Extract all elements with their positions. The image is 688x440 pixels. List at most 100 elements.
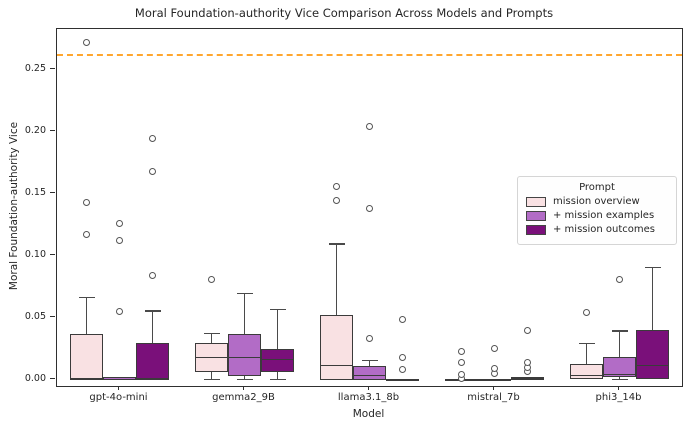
whisker-upper bbox=[368, 359, 371, 367]
whisker-cap-lower bbox=[611, 378, 628, 381]
box-mission-overview bbox=[320, 315, 353, 380]
median-line bbox=[320, 365, 353, 367]
y-tick-label: 0.05 bbox=[24, 310, 46, 322]
outlier-point bbox=[83, 39, 90, 47]
whisker-cap-upper bbox=[644, 267, 661, 269]
whisker-cap-lower bbox=[203, 378, 220, 381]
y-tick bbox=[50, 192, 55, 194]
whisker-lower bbox=[210, 372, 213, 380]
outlier-point bbox=[116, 308, 123, 316]
box--mission-outcomes bbox=[136, 342, 169, 380]
median-line bbox=[136, 377, 169, 379]
y-axis-label: Moral Foundation-authority Vice bbox=[8, 121, 20, 291]
outlier-point bbox=[333, 182, 340, 190]
box--mission-outcomes bbox=[636, 330, 669, 379]
legend: Prompt mission overview + mission exampl… bbox=[517, 176, 677, 245]
whisker-upper bbox=[210, 332, 213, 343]
box-mission-overview bbox=[570, 363, 603, 379]
outlier-point bbox=[616, 275, 623, 283]
whisker-upper bbox=[618, 330, 621, 358]
outlier-point bbox=[149, 168, 156, 176]
whisker-cap-upper bbox=[144, 310, 161, 312]
whisker-lower bbox=[276, 372, 279, 380]
outlier-point bbox=[458, 347, 465, 355]
whisker-upper bbox=[335, 243, 338, 316]
legend-item-mission-overview: mission overview bbox=[526, 196, 668, 207]
outlier-point bbox=[458, 371, 465, 379]
x-tick bbox=[118, 386, 119, 390]
legend-label-mission-overview: mission overview bbox=[553, 196, 640, 207]
x-tick-label: gpt-4o-mini bbox=[89, 392, 148, 403]
whisker-cap-upper bbox=[361, 359, 378, 362]
whisker-cap-lower bbox=[236, 378, 253, 381]
legend-item-mission-outcomes: + mission outcomes bbox=[526, 224, 668, 235]
legend-swatch-mission-overview bbox=[526, 196, 546, 207]
x-tick bbox=[618, 386, 619, 390]
y-tick bbox=[50, 130, 55, 132]
outlier-point bbox=[366, 335, 373, 343]
whisker-upper bbox=[85, 296, 88, 334]
outlier-point bbox=[491, 365, 498, 373]
x-axis-label: Model bbox=[352, 408, 385, 420]
outlier-point bbox=[491, 345, 498, 353]
outlier-point bbox=[458, 358, 465, 366]
whisker-upper bbox=[276, 309, 279, 349]
whisker-cap-lower bbox=[269, 378, 286, 381]
median-line bbox=[478, 379, 511, 381]
outlier-point bbox=[524, 326, 531, 334]
box--mission-outcomes bbox=[261, 348, 294, 373]
legend-swatch-mission-examples bbox=[526, 210, 546, 221]
y-tick-label: 0.25 bbox=[24, 62, 46, 74]
y-tick-label: 0.10 bbox=[24, 248, 46, 260]
y-tick bbox=[50, 254, 55, 256]
x-tick bbox=[243, 386, 244, 390]
outlier-point bbox=[208, 275, 215, 283]
whisker-cap-upper bbox=[578, 342, 595, 344]
outlier-point bbox=[366, 205, 373, 213]
y-tick-label: 0.15 bbox=[24, 186, 46, 198]
x-tick-label: gemma2_9B bbox=[212, 392, 275, 403]
box-mission-overview bbox=[70, 333, 103, 380]
outlier-point bbox=[83, 199, 90, 207]
median-line bbox=[511, 377, 544, 379]
whisker-cap-upper bbox=[78, 296, 95, 299]
box--mission-examples bbox=[228, 333, 261, 377]
legend-label-mission-examples: + mission examples bbox=[553, 210, 655, 221]
legend-swatch-mission-outcomes bbox=[526, 224, 546, 235]
whisker-upper bbox=[151, 310, 154, 343]
whisker-upper bbox=[651, 267, 654, 331]
outlier-point bbox=[116, 237, 123, 245]
outlier-point bbox=[333, 196, 340, 204]
whisker-cap-upper bbox=[328, 243, 345, 245]
outlier-point bbox=[116, 220, 123, 228]
median-line bbox=[636, 365, 669, 367]
y-tick-label: 0.20 bbox=[24, 124, 46, 136]
outlier-point bbox=[524, 358, 531, 366]
box--mission-examples bbox=[353, 366, 386, 380]
chart-title: Moral Foundation-authority Vice Comparis… bbox=[134, 6, 554, 20]
whisker-lower bbox=[243, 376, 246, 380]
median-line bbox=[603, 374, 636, 376]
median-line bbox=[195, 356, 228, 358]
whisker-cap-upper bbox=[203, 332, 220, 334]
x-tick bbox=[493, 386, 494, 390]
whisker-cap-upper bbox=[611, 330, 628, 332]
y-tick bbox=[50, 316, 55, 318]
legend-title: Prompt bbox=[579, 182, 615, 193]
y-tick bbox=[50, 68, 55, 70]
x-tick-label: mistral_7b bbox=[467, 392, 520, 403]
median-line bbox=[353, 375, 386, 377]
outlier-point bbox=[149, 272, 156, 280]
outlier-point bbox=[399, 315, 406, 323]
reference-line bbox=[57, 54, 682, 57]
whisker-cap-upper bbox=[236, 293, 253, 295]
legend-item-mission-examples: + mission examples bbox=[526, 210, 668, 221]
median-line bbox=[103, 379, 136, 381]
outlier-point bbox=[366, 123, 373, 131]
outlier-point bbox=[149, 134, 156, 142]
outlier-point bbox=[399, 353, 406, 361]
whisker-upper bbox=[585, 342, 588, 364]
legend-label-mission-outcomes: + mission outcomes bbox=[553, 224, 656, 235]
whisker-cap-upper bbox=[269, 309, 286, 311]
